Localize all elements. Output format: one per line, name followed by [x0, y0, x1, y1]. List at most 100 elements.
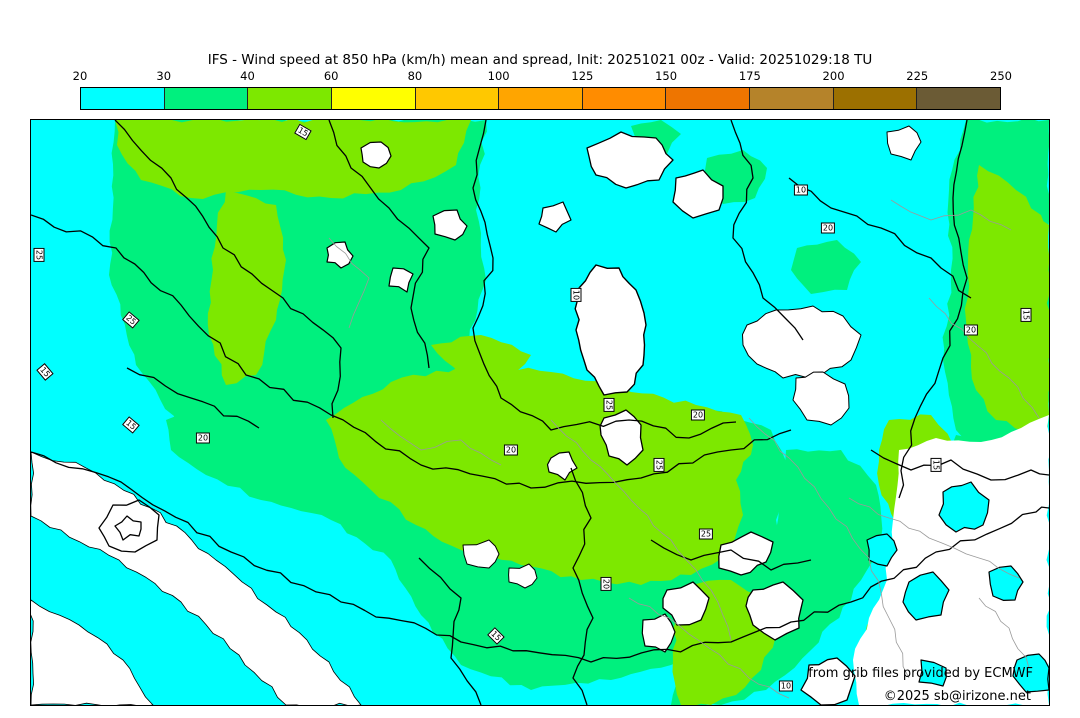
contour-label: 20	[195, 432, 211, 444]
colorbar-segment-30-40	[163, 88, 248, 109]
contour-label: 10	[570, 287, 582, 303]
colorbar-segment-225-250	[916, 88, 1001, 109]
contour-label: 15	[1020, 307, 1032, 323]
colorbar-segment-200-225	[832, 88, 917, 109]
contour-label: 20	[963, 324, 979, 336]
wind-20-30-region	[918, 659, 947, 687]
country-border-line	[328, 237, 370, 329]
wind-speed-map: 25 15 25 15 20 15 10 20 25 20 25 10 20 20 15 15 20 15 25 10…	[30, 119, 1050, 706]
colorbar-tick: 60	[323, 69, 339, 83]
contour-label: 10	[793, 184, 809, 196]
spread-contour-line	[788, 177, 972, 299]
country-border-line	[748, 417, 910, 679]
spread-contour-line	[114, 120, 342, 419]
colorbar-tick: 250	[990, 69, 1012, 83]
calm-wind-region	[31, 451, 362, 705]
wind-30-40-region	[791, 240, 861, 294]
country-border-line	[380, 419, 502, 466]
colorbar-tick: 20	[72, 69, 88, 83]
calm-wind-region	[792, 371, 850, 426]
wind-20-30-region	[902, 571, 950, 621]
spread-contour-line	[650, 539, 812, 571]
country-border-line	[928, 297, 1040, 419]
calm-wind-region	[745, 581, 804, 641]
contour-label: 20	[503, 444, 519, 456]
colorbar-tick: 150	[655, 69, 678, 83]
country-border-line	[550, 419, 732, 641]
contour-label: 20	[690, 409, 706, 421]
spread-contour-line	[418, 557, 482, 705]
calm-wind-region	[718, 531, 774, 576]
wind-40-60-region	[115, 120, 471, 199]
spread-contour-line	[98, 499, 160, 553]
colorbar-tick-labels: 20 30 40 60 80 100 125 150 175 200 225 250	[73, 69, 1012, 84]
contour-label: 25	[653, 457, 665, 473]
spread-contour-line	[898, 120, 968, 499]
contour-label: 25	[698, 528, 714, 540]
spread-contour-line	[870, 449, 1049, 481]
chart-title: IFS - Wind speed at 850 hPa (km/h) mean …	[207, 52, 873, 68]
attribution-line2: ©2025 sb@irizone.net	[883, 689, 1031, 704]
colorbar-segment-80-100	[414, 88, 499, 109]
map-canvas	[31, 120, 1049, 705]
calm-wind-region	[508, 563, 538, 589]
colorbar-tick: 175	[738, 69, 761, 83]
contour-label: 20	[600, 576, 612, 592]
spread-contour-line	[126, 367, 260, 429]
colorbar-tick: 40	[240, 69, 255, 83]
country-border-line	[628, 597, 790, 699]
calm-wind-region	[31, 599, 154, 705]
calm-wind-region	[800, 657, 856, 705]
calm-wind-region	[538, 201, 572, 233]
contour-label: 25	[33, 247, 45, 263]
attribution-line1: from grib files provided by ECMWF	[808, 666, 1033, 681]
calm-wind-region	[672, 169, 724, 219]
wind-40-60-region	[326, 365, 753, 585]
calm-wind-region	[432, 209, 468, 241]
calm-wind-region	[586, 131, 674, 189]
calm-wind-region	[546, 451, 578, 481]
wind-40-60-region	[964, 165, 1049, 430]
calm-wind-region	[388, 267, 414, 293]
spread-contour-line	[730, 120, 804, 341]
calm-wind-region	[360, 141, 392, 169]
country-border-line	[890, 199, 1012, 231]
colorbar-segment-175-200	[749, 88, 833, 109]
colorbar-tick: 30	[156, 69, 172, 83]
colorbar-segment-100-125	[498, 88, 582, 109]
colorbar-segment-125-150	[581, 88, 666, 109]
contour-label: 20	[820, 222, 836, 234]
calm-wind-region	[886, 125, 922, 161]
colorbar-tick: 125	[571, 69, 594, 83]
spread-contour-line	[114, 515, 142, 541]
spread-contour-line	[31, 451, 1049, 663]
spread-contour-line	[472, 120, 737, 439]
colorbar-tick: 80	[407, 69, 423, 83]
colorbar-tick: 100	[487, 69, 510, 83]
calm-wind-region	[574, 264, 647, 396]
country-border-line	[978, 597, 1030, 669]
contour-label: 15	[930, 457, 942, 473]
spread-contour-line	[570, 467, 594, 705]
calm-wind-region	[662, 581, 710, 626]
wind-20-30-region	[938, 481, 990, 533]
colorbar-tick: 200	[822, 69, 845, 83]
colorbar-segment-60-80	[330, 88, 415, 109]
colorbar: 20 30 40 60 80 100 125 150 175 200 225 250	[73, 69, 1012, 110]
spread-contour-line	[328, 120, 430, 369]
wind-20-30-region	[1012, 653, 1049, 693]
colorbar-tick: 225	[906, 69, 929, 83]
contour-label: 10	[778, 680, 794, 692]
wind-20-30-region	[866, 533, 898, 567]
country-border-line	[848, 497, 1020, 579]
calm-wind-region	[326, 241, 354, 269]
colorbar-swatches	[80, 87, 1001, 110]
wind-40-60-region	[207, 190, 286, 385]
wind-20-30-region	[988, 565, 1024, 601]
colorbar-segment-20-30	[81, 88, 164, 109]
calm-wind-region	[462, 539, 500, 569]
calm-wind-region	[742, 305, 862, 379]
colorbar-segment-40-60	[247, 88, 331, 109]
colorbar-segment-150-175	[665, 88, 750, 109]
